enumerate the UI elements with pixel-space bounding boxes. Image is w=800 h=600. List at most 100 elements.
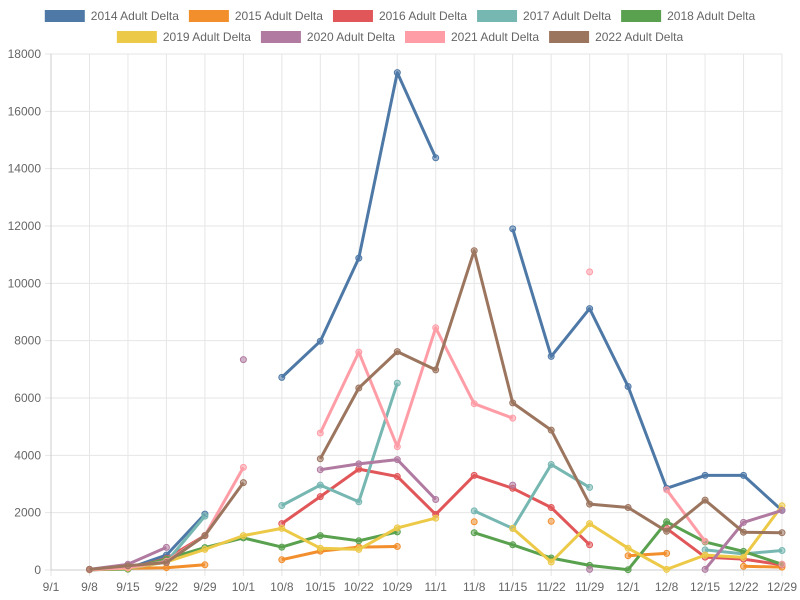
- data-point[interactable]: [509, 414, 517, 422]
- data-point[interactable]: [586, 500, 594, 508]
- data-point[interactable]: [778, 560, 786, 568]
- data-point[interactable]: [624, 504, 632, 511]
- data-point[interactable]: [624, 383, 632, 390]
- data-point[interactable]: [239, 356, 247, 364]
- legend-item[interactable]: 2021 Adult Delta: [405, 30, 539, 44]
- data-point[interactable]: [624, 552, 632, 560]
- data-point[interactable]: [701, 565, 709, 573]
- data-point[interactable]: [201, 561, 209, 569]
- legend-item[interactable]: 2017 Adult Delta: [477, 9, 611, 23]
- data-point[interactable]: [355, 537, 363, 545]
- data-point[interactable]: [778, 547, 786, 554]
- data-point[interactable]: [316, 481, 324, 489]
- data-point[interactable]: [701, 496, 709, 504]
- data-point[interactable]: [316, 455, 324, 463]
- data-point[interactable]: [316, 429, 324, 437]
- data-point[interactable]: [663, 518, 671, 526]
- data-point[interactable]: [509, 541, 517, 549]
- data-point[interactable]: [586, 541, 594, 549]
- data-point[interactable]: [239, 532, 247, 540]
- data-point[interactable]: [201, 545, 209, 553]
- legend-item[interactable]: 2018 Adult Delta: [621, 9, 756, 23]
- data-point[interactable]: [316, 337, 324, 345]
- legend-item[interactable]: 2014 Adult Delta: [44, 9, 179, 23]
- data-point[interactable]: [278, 373, 286, 381]
- data-point[interactable]: [239, 463, 247, 471]
- data-point[interactable]: [355, 254, 363, 262]
- data-point[interactable]: [393, 443, 401, 451]
- data-point[interactable]: [547, 504, 555, 511]
- data-point[interactable]: [663, 549, 671, 557]
- data-point[interactable]: [663, 486, 671, 494]
- data-point[interactable]: [393, 524, 401, 532]
- data-point[interactable]: [239, 479, 247, 487]
- data-point[interactable]: [355, 498, 363, 506]
- data-point[interactable]: [278, 556, 286, 564]
- data-point[interactable]: [470, 507, 478, 515]
- data-point[interactable]: [355, 384, 363, 392]
- data-point[interactable]: [663, 527, 671, 535]
- data-point[interactable]: [393, 473, 401, 480]
- data-point[interactable]: [316, 493, 324, 501]
- data-point[interactable]: [701, 551, 709, 559]
- data-point[interactable]: [278, 524, 286, 532]
- data-point[interactable]: [740, 553, 747, 561]
- data-point[interactable]: [393, 379, 401, 387]
- data-point[interactable]: [432, 324, 440, 332]
- data-point[interactable]: [778, 506, 786, 514]
- data-point[interactable]: [547, 558, 555, 566]
- data-point[interactable]: [470, 518, 478, 526]
- data-point[interactable]: [201, 512, 209, 520]
- data-point[interactable]: [316, 544, 324, 552]
- legend-item[interactable]: 2016 Adult Delta: [332, 9, 467, 23]
- data-point[interactable]: [355, 460, 363, 468]
- data-point[interactable]: [547, 352, 555, 360]
- data-point[interactable]: [355, 348, 363, 356]
- data-point[interactable]: [740, 518, 747, 526]
- data-point[interactable]: [86, 565, 93, 573]
- data-point[interactable]: [432, 496, 440, 503]
- data-point[interactable]: [278, 502, 286, 509]
- data-point[interactable]: [740, 471, 747, 479]
- data-point[interactable]: [509, 399, 517, 407]
- data-point[interactable]: [509, 225, 517, 233]
- data-point[interactable]: [740, 528, 747, 536]
- data-point[interactable]: [162, 559, 170, 566]
- data-point[interactable]: [701, 471, 709, 479]
- data-point[interactable]: [432, 154, 440, 162]
- legend-item[interactable]: 2015 Adult Delta: [188, 9, 323, 23]
- data-point[interactable]: [663, 565, 671, 573]
- data-point[interactable]: [740, 562, 747, 570]
- data-point[interactable]: [509, 524, 517, 532]
- legend-item[interactable]: 2019 Adult Delta: [116, 30, 251, 44]
- data-point[interactable]: [393, 348, 401, 356]
- data-point[interactable]: [624, 566, 632, 574]
- data-point[interactable]: [470, 247, 478, 255]
- data-point[interactable]: [586, 483, 594, 491]
- data-point[interactable]: [355, 545, 363, 553]
- data-point[interactable]: [470, 471, 478, 479]
- legend-item[interactable]: 2022 Adult Delta: [549, 30, 683, 44]
- data-point[interactable]: [124, 562, 132, 570]
- data-point[interactable]: [624, 544, 632, 552]
- data-point[interactable]: [393, 456, 401, 464]
- data-point[interactable]: [547, 426, 555, 434]
- data-point[interactable]: [432, 514, 440, 522]
- data-point[interactable]: [586, 520, 594, 528]
- data-point[interactable]: [509, 481, 517, 489]
- data-point[interactable]: [701, 537, 709, 545]
- data-point[interactable]: [316, 532, 324, 540]
- data-point[interactable]: [432, 366, 440, 374]
- data-point[interactable]: [547, 517, 555, 525]
- data-point[interactable]: [316, 466, 324, 474]
- data-point[interactable]: [278, 543, 286, 551]
- data-point[interactable]: [586, 268, 594, 276]
- data-point[interactable]: [547, 461, 555, 468]
- data-point[interactable]: [470, 400, 478, 408]
- data-point[interactable]: [586, 305, 594, 313]
- data-point[interactable]: [778, 529, 786, 537]
- data-point[interactable]: [393, 543, 401, 550]
- data-point[interactable]: [586, 565, 594, 573]
- data-point[interactable]: [393, 69, 401, 77]
- data-point[interactable]: [162, 543, 170, 551]
